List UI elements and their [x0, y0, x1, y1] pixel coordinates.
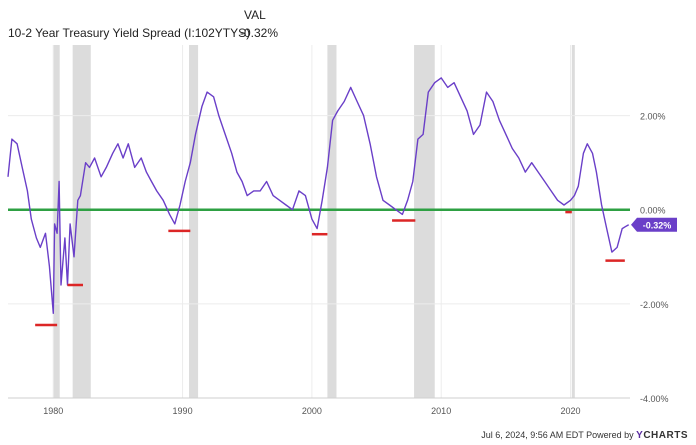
recession-band — [414, 45, 435, 398]
legend-header: VAL — [244, 8, 266, 22]
recession-band — [571, 45, 575, 398]
y-tick-label: -2.00% — [640, 300, 669, 310]
current-value-label: -0.32% — [643, 220, 672, 230]
recession-band — [189, 45, 199, 398]
footer: Jul 6, 2024, 9:56 AM EDT Powered by YCHA… — [481, 430, 688, 441]
y-tick-label: 2.00% — [640, 112, 666, 122]
series-line — [7, 77, 630, 314]
y-tick-label: 0.00% — [640, 206, 666, 216]
y-tick-label: -4.00% — [640, 394, 669, 404]
x-tick-label: 2010 — [431, 406, 451, 416]
x-tick-label: 1990 — [173, 406, 193, 416]
footer-timestamp: Jul 6, 2024, 9:56 AM EDT Powered by — [481, 430, 634, 440]
recession-band — [72, 45, 91, 398]
ycharts-logo-text: CHARTS — [643, 430, 688, 441]
series-name: 10-2 Year Treasury Yield Spread (I:102YT… — [8, 26, 251, 40]
series-value: -0.32% — [240, 26, 279, 40]
recession-band — [327, 45, 337, 398]
ycharts-logo[interactable]: YCHARTS — [636, 430, 688, 441]
x-tick-label: 1980 — [43, 406, 63, 416]
x-tick-label: 2000 — [302, 406, 322, 416]
x-tick-label: 2020 — [560, 406, 580, 416]
recession-band — [53, 45, 60, 398]
ycharts-logo-y: Y — [636, 430, 644, 441]
current-value-badge — [631, 217, 677, 232]
